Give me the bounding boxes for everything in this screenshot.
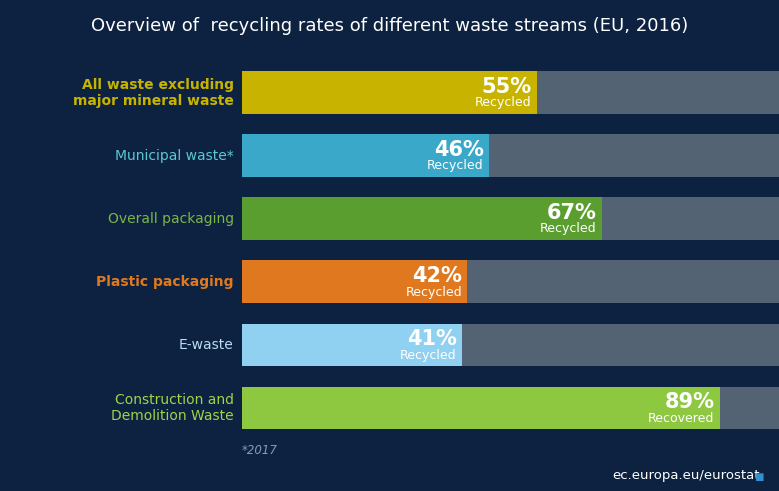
Text: 67%: 67% [546, 203, 597, 222]
Text: E-waste: E-waste [179, 338, 234, 352]
Bar [241, 71, 779, 114]
Text: Construction and
Demolition Waste: Construction and Demolition Waste [111, 393, 234, 423]
Bar [241, 261, 779, 303]
Text: Municipal waste*: Municipal waste* [115, 149, 234, 163]
Text: Overall packaging: Overall packaging [108, 212, 234, 226]
Text: 46%: 46% [434, 139, 484, 160]
Text: Overview of  recycling rates of different waste streams (EU, 2016): Overview of recycling rates of different… [91, 17, 688, 35]
Bar [241, 324, 779, 366]
Text: ec.europa.eu/eurostat: ec.europa.eu/eurostat [612, 469, 760, 482]
Text: Recycled: Recycled [400, 349, 456, 361]
Text: 55%: 55% [481, 77, 532, 97]
Text: *2017: *2017 [241, 444, 277, 457]
Text: 89%: 89% [664, 392, 714, 411]
Text: 41%: 41% [407, 328, 456, 349]
Bar [241, 386, 720, 430]
Text: Recycled: Recycled [540, 222, 597, 236]
Text: Recycled: Recycled [427, 160, 484, 172]
Text: All waste excluding
major mineral waste: All waste excluding major mineral waste [72, 78, 234, 108]
Bar [241, 197, 601, 240]
Bar [241, 135, 489, 177]
Text: Recycled: Recycled [405, 285, 462, 299]
Bar [241, 197, 779, 240]
Bar [241, 261, 467, 303]
Text: Recovered: Recovered [648, 411, 714, 425]
Bar [241, 324, 462, 366]
Text: Recycled: Recycled [475, 96, 532, 109]
Text: Plastic packaging: Plastic packaging [96, 275, 234, 289]
Bar [241, 386, 779, 430]
Text: ■: ■ [749, 472, 765, 482]
Bar [241, 71, 538, 114]
Text: 42%: 42% [412, 266, 462, 286]
Bar [241, 135, 779, 177]
